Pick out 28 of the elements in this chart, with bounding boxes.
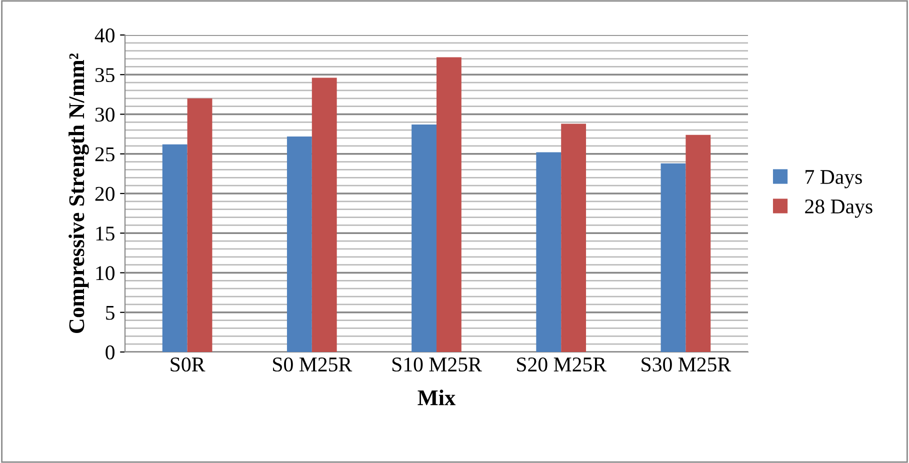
legend-label: 7 Days bbox=[806, 170, 862, 188]
y-tick-label: 40 bbox=[94, 28, 114, 42]
x-axis-title: Mix bbox=[418, 390, 456, 406]
y-tick-label: 10 bbox=[96, 266, 114, 280]
y-axis-title: Compressive Strength N/mm² bbox=[68, 53, 89, 333]
bar bbox=[312, 78, 337, 352]
bar bbox=[412, 124, 436, 352]
bar bbox=[660, 163, 686, 352]
bar bbox=[286, 136, 312, 352]
y-tick-label: 30 bbox=[95, 108, 114, 122]
y-tick-label: 0 bbox=[106, 345, 114, 360]
y-tick-label: 20 bbox=[95, 186, 114, 201]
legend-label: 28 Days bbox=[805, 199, 872, 218]
x-tick-label: S10 M25R bbox=[392, 357, 482, 372]
y-tick-label: 5 bbox=[106, 306, 114, 320]
y-tick-label: 35 bbox=[95, 68, 114, 82]
x-tick-label: S0R bbox=[170, 357, 206, 372]
bar bbox=[561, 124, 586, 352]
bar bbox=[436, 57, 462, 352]
x-tick-label: S30 M25R bbox=[642, 357, 732, 372]
y-tick-label: 25 bbox=[95, 147, 114, 162]
bar bbox=[536, 152, 562, 352]
x-tick-label: S20 M25R bbox=[517, 357, 607, 372]
bar bbox=[686, 134, 711, 352]
bar bbox=[187, 98, 212, 352]
y-tick-label: 15 bbox=[96, 226, 114, 241]
bar bbox=[162, 144, 188, 352]
x-tick-label: S0 M25R bbox=[273, 357, 352, 372]
